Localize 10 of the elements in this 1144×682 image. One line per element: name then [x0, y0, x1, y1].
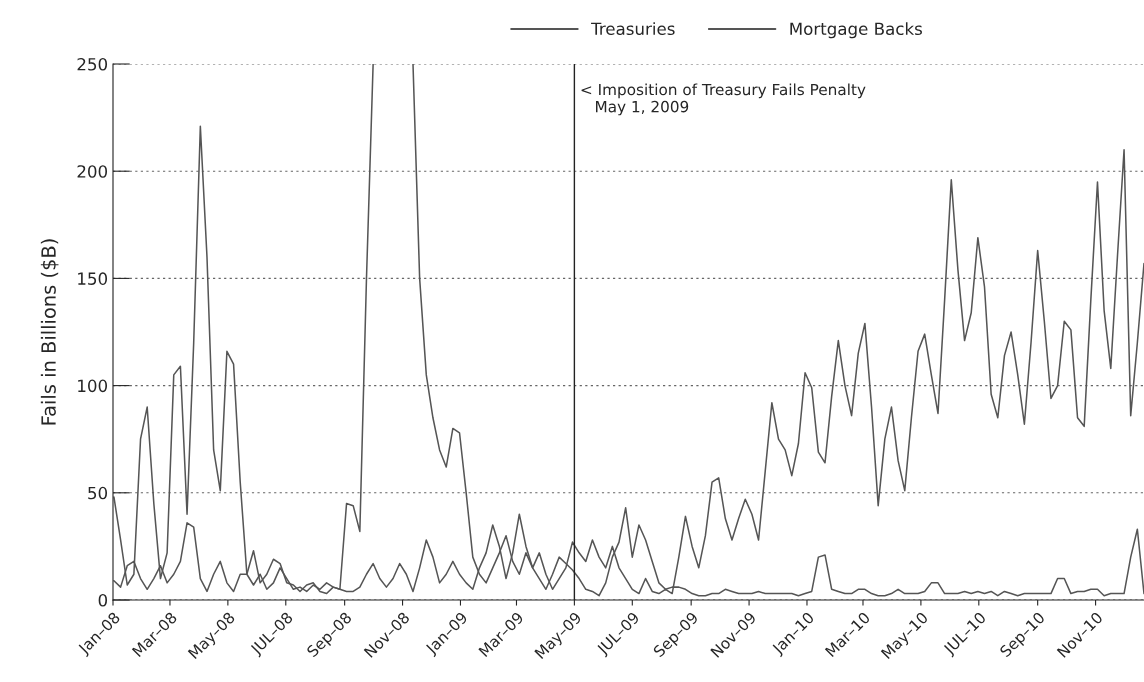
y-tick-label: 250	[77, 57, 108, 71]
y-tick-label: 50	[88, 486, 108, 500]
y-tick-label: 150	[78, 272, 108, 285]
y-tick-label: 0	[98, 593, 108, 607]
legend-label: Mortgage Backs	[790, 22, 922, 39]
y-tick-label: 100	[78, 379, 108, 393]
y-tick-label: 200	[77, 165, 108, 178]
y-axis-title: Fails in Billions ($B)	[40, 239, 59, 425]
legend-label: Treasuries	[591, 22, 675, 36]
ref-line-label: < Imposition of Treasury Fails Penalty May 1, 2009	[581, 83, 866, 116]
